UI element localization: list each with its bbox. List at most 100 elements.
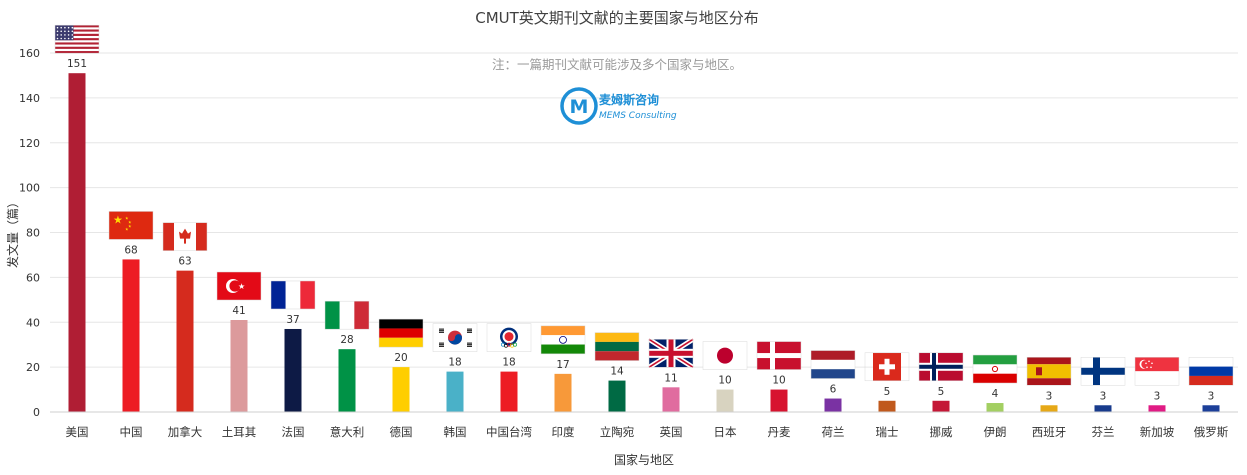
chinese-taipei-olympic-flag xyxy=(486,323,532,352)
y-tick-label: 20 xyxy=(26,361,40,374)
singapore-flag xyxy=(1134,357,1180,386)
svg-text:★: ★ xyxy=(113,213,123,226)
logo-english-name: MEMS Consulting xyxy=(599,111,677,121)
mems-m-logo-icon xyxy=(560,87,598,125)
x-tick-label: 芬兰 xyxy=(1092,425,1115,439)
y-tick-label: 140 xyxy=(19,92,40,105)
chart-title: CMUT英文期刊文献的主要国家与地区分布 xyxy=(475,9,759,27)
data-label: 41 xyxy=(232,305,245,317)
data-label: 17 xyxy=(556,359,569,371)
x-tick-label: 加拿大 xyxy=(168,425,203,439)
bar xyxy=(770,389,788,412)
x-tick-label: 土耳其 xyxy=(222,425,257,439)
data-labels: 151 68 63 41 37 28 20 18 18 17 14 11 10 10 6 5 5 4 3 3 3 3 xyxy=(67,58,1214,402)
x-tick-label: 意大利 xyxy=(330,425,365,439)
x-tick-label: 中国 xyxy=(120,425,143,439)
x-tick-label: 印度 xyxy=(552,425,575,439)
x-tick-label: 立陶宛 xyxy=(600,425,635,439)
data-label: 10 xyxy=(772,375,785,387)
svg-text:★: ★ xyxy=(128,223,132,228)
bar xyxy=(284,328,302,412)
data-label: 68 xyxy=(124,244,137,256)
y-tick-label: 60 xyxy=(26,271,40,284)
india-flag xyxy=(540,325,586,355)
canada-flag xyxy=(162,222,208,251)
data-label: 3 xyxy=(1046,390,1053,402)
bar xyxy=(1202,405,1220,412)
data-label: 4 xyxy=(992,388,999,400)
bar xyxy=(662,387,680,412)
uk-flag xyxy=(647,337,695,370)
bar xyxy=(176,270,194,412)
data-label: 28 xyxy=(340,334,353,346)
data-label: 5 xyxy=(884,386,891,398)
bar xyxy=(1148,405,1166,412)
bar xyxy=(878,400,896,412)
x-tick-label: 中国台湾 xyxy=(486,425,532,439)
watermark-logo: M 麦姆斯咨询 MEMS Consulting xyxy=(560,87,677,125)
bar xyxy=(500,371,518,412)
bar xyxy=(1094,405,1112,412)
lithuania-flag xyxy=(594,332,640,361)
bar xyxy=(1040,405,1058,412)
bar xyxy=(122,259,140,412)
y-tick-label: 100 xyxy=(19,182,40,195)
x-tick-label: 新加坡 xyxy=(1140,425,1175,439)
x-tick-label: 德国 xyxy=(390,425,413,439)
data-label: 11 xyxy=(664,372,677,384)
x-axis-categories: 美国 中国 加拿大 土耳其 法国 意大利 德国 韩国 中国台湾 印度 立陶宛 英国 日本 丹麦 荷兰 瑞士 挪威… xyxy=(66,425,1229,439)
us-flag xyxy=(54,24,100,54)
data-label: 5 xyxy=(938,386,945,398)
y-axis-ticks: 0 20 40 60 80 100 120 140 160 xyxy=(19,47,40,419)
svg-text:★: ★ xyxy=(238,282,245,291)
x-axis-title: 国家与地区 xyxy=(614,452,674,467)
data-label: 3 xyxy=(1208,390,1215,402)
bar xyxy=(230,320,248,412)
korea-flag xyxy=(432,323,478,352)
bar xyxy=(716,389,734,412)
bar xyxy=(986,403,1004,412)
svg-text:★: ★ xyxy=(125,226,129,231)
data-label: 20 xyxy=(394,352,407,364)
france-flag xyxy=(270,280,316,310)
chart-note: 注：一篇期刊文献可能涉及多个国家与地区。 xyxy=(492,57,742,72)
netherlands-flag xyxy=(810,350,856,379)
iran-flag xyxy=(972,354,1018,384)
bar xyxy=(824,398,842,412)
data-label: 14 xyxy=(610,366,624,378)
germany-flag xyxy=(378,318,424,348)
denmark-flag xyxy=(756,341,802,370)
bar xyxy=(608,380,626,412)
bars xyxy=(68,73,1220,412)
data-label: 6 xyxy=(830,384,837,396)
bar xyxy=(338,349,356,412)
data-label: 18 xyxy=(502,357,515,369)
china-flag: ★ ★★★★ xyxy=(108,211,154,240)
x-tick-label: 英国 xyxy=(660,425,683,439)
x-tick-label: 丹麦 xyxy=(768,425,791,439)
y-tick-label: 160 xyxy=(19,47,40,60)
y-tick-label: 40 xyxy=(26,316,40,329)
spain-flag xyxy=(1026,357,1072,386)
data-label: 151 xyxy=(67,58,87,70)
bar xyxy=(68,73,86,412)
finland-flag xyxy=(1080,357,1126,386)
x-tick-label: 荷兰 xyxy=(822,425,845,439)
x-tick-label: 伊朗 xyxy=(984,425,1007,439)
bar xyxy=(446,371,464,412)
y-tick-label: 80 xyxy=(26,227,40,240)
data-label: 3 xyxy=(1154,390,1161,402)
x-tick-label: 韩国 xyxy=(444,425,467,439)
bar xyxy=(392,367,410,412)
data-label: 63 xyxy=(178,256,191,268)
logo-chinese-name: 麦姆斯咨询 xyxy=(599,92,659,107)
x-tick-label: 法国 xyxy=(282,425,305,439)
svg-text:M: M xyxy=(570,96,589,118)
x-tick-label: 挪威 xyxy=(930,425,953,439)
y-axis-title: 发文量（篇） xyxy=(5,196,20,268)
bar xyxy=(554,373,572,412)
y-tick-label: 0 xyxy=(33,406,40,419)
svg-text:★: ★ xyxy=(125,215,129,220)
italy-flag xyxy=(324,300,370,330)
y-tick-label: 120 xyxy=(19,137,40,150)
